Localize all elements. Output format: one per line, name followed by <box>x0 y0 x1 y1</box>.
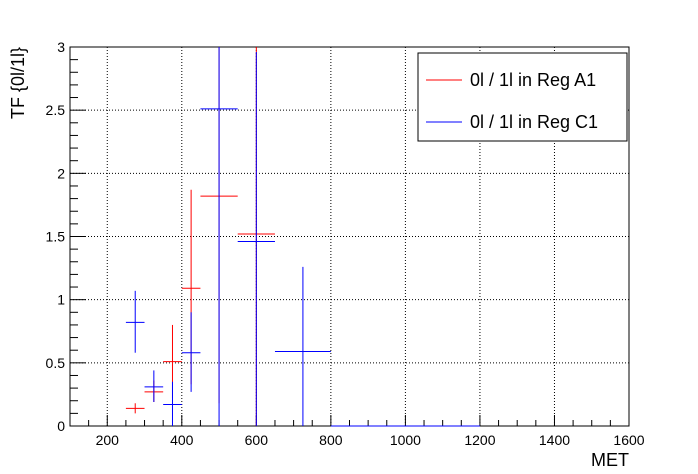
y-axis-title: TF {0l/1l} <box>8 47 28 119</box>
y-tick-label: 1.5 <box>46 229 66 245</box>
axis-tick-labels: 200 400 600 800 1000 1200 1400 1600 0 0.5 1 1.5 2 2.5… <box>46 39 645 448</box>
y-tick-label: 2 <box>57 165 65 181</box>
x-tick-label: 1600 <box>613 432 644 448</box>
legend: 0l / 1l in Reg A1 0l / 1l in Reg C1 <box>417 52 628 142</box>
legend-box <box>417 52 628 142</box>
y-tick-label: 1 <box>57 292 65 308</box>
series-1 <box>125 47 480 427</box>
x-tick-label: 200 <box>96 432 120 448</box>
legend-label-series-1: 0l / 1l in Reg C1 <box>470 112 598 132</box>
x-tick-label: 1000 <box>390 432 421 448</box>
y-tick-label: 0 <box>57 418 65 434</box>
data-series <box>125 47 480 427</box>
x-tick-label: 600 <box>245 432 269 448</box>
legend-label-series-0: 0l / 1l in Reg A1 <box>470 70 596 90</box>
x-tick-label: 800 <box>319 432 343 448</box>
axis-ticks <box>70 46 630 427</box>
x-axis-title: MET <box>591 450 629 470</box>
y-tick-label: 3 <box>57 39 65 55</box>
y-tick-label: 0.5 <box>46 355 66 371</box>
x-tick-label: 400 <box>170 432 194 448</box>
x-tick-label: 1200 <box>464 432 495 448</box>
x-tick-label: 1400 <box>539 432 570 448</box>
y-tick-label: 2.5 <box>46 102 66 118</box>
